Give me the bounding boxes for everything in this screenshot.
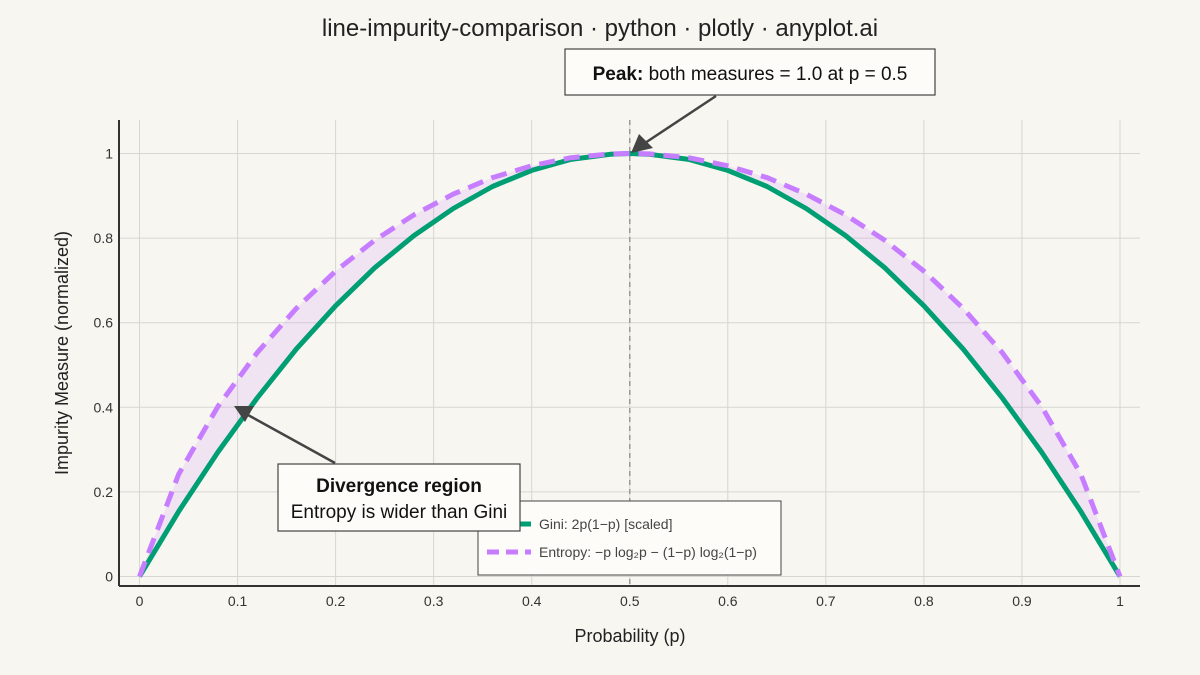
- peak-annotation-bold: Peak:: [593, 64, 644, 85]
- divergence-annotation-arrowhead: [234, 406, 254, 422]
- entropy-line: [137, 151, 1123, 578]
- y-axis-title: Impurity Measure (normalized): [52, 231, 72, 475]
- legend-label-entropy: Entropy: −p log₂p − (1−p) log₂(1−p): [539, 544, 757, 560]
- legend-box: [477, 500, 782, 576]
- chart-title: line-impurity-comparison · python · plot…: [322, 15, 878, 42]
- x-tick-label: 0.8: [914, 593, 934, 609]
- x-tick-label: 0.3: [424, 593, 444, 609]
- y-tick-label: 0.2: [94, 484, 114, 500]
- y-tick-label: 0.4: [94, 399, 114, 415]
- legend: Gini: 2p(1−p) [scaled] Entropy: −p log₂p…: [477, 500, 782, 576]
- peak-annotation-text: Peak: both measures = 1.0 at p = 0.5: [593, 64, 908, 85]
- x-tick-label: 0.2: [326, 593, 346, 609]
- divergence-annotation-title: Divergence region: [316, 476, 482, 497]
- divergence-annotation-arrow: [247, 413, 336, 465]
- x-tick-label: 0.5: [620, 593, 640, 609]
- peak-annotation-arrow: [644, 94, 717, 145]
- x-tick-label: 0.4: [522, 593, 542, 609]
- x-axis-title: Probability (p): [574, 626, 685, 646]
- gini-line: [137, 151, 1123, 578]
- tick-layer: 0 0.1 0.2 0.3 0.4 0.5 0.6 0.7 0.8 0.9 1 0 0.2 0.4 0.6 0…: [94, 146, 1125, 610]
- axes: [118, 120, 1140, 587]
- series-layer: [137, 151, 1123, 578]
- divergence-annotation: Divergence region Entropy is wider than …: [234, 406, 521, 532]
- y-tick-label: 0: [105, 569, 113, 585]
- y-tick-label: 0.8: [94, 230, 114, 246]
- x-tick-label: 0.9: [1012, 593, 1032, 609]
- legend-label-gini: Gini: 2p(1−p) [scaled]: [539, 516, 672, 532]
- x-tick-label: 1: [1116, 593, 1124, 609]
- x-tick-label: 0: [136, 593, 144, 609]
- y-tick-label: 1: [105, 146, 113, 162]
- y-tick-label: 0.6: [94, 315, 114, 331]
- peak-annotation-body: both measures = 1.0 at p = 0.5: [643, 64, 907, 85]
- x-tick-label: 0.7: [816, 593, 836, 609]
- divergence-annotation-box: [277, 463, 521, 532]
- peak-annotation-box: [564, 48, 936, 96]
- peak-annotation-arrowhead: [631, 134, 653, 153]
- peak-annotation: Peak: both measures = 1.0 at p = 0.5: [564, 48, 936, 153]
- divergence-annotation-body: Entropy is wider than Gini: [291, 502, 508, 523]
- x-tick-label: 0.6: [718, 593, 738, 609]
- x-tick-label: 0.1: [228, 593, 248, 609]
